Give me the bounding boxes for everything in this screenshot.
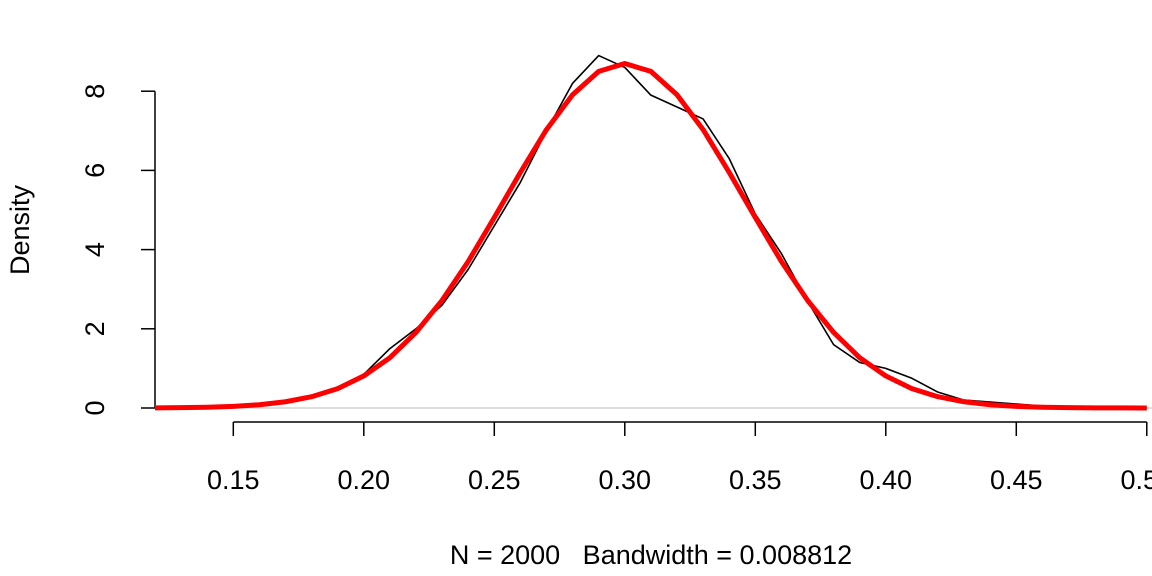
- x-tick-label: 0.20: [338, 465, 391, 495]
- y-tick-label: 0: [80, 400, 110, 415]
- y-tick-label: 4: [80, 242, 110, 257]
- x-tick-label: 0.25: [468, 465, 521, 495]
- x-tick-label: 0.30: [599, 465, 652, 495]
- x-tick-label: 0.50: [1120, 465, 1152, 495]
- y-tick-label: 8: [80, 84, 110, 99]
- x-axis-label: N = 2000 Bandwidth = 0.008812: [450, 540, 852, 570]
- y-axis-label: Density: [5, 184, 35, 275]
- x-tick-label: 0.15: [207, 465, 260, 495]
- y-tick-label: 2: [80, 321, 110, 336]
- density-line: [155, 54, 1147, 409]
- x-tick-label: 0.40: [860, 465, 913, 495]
- x-tick-label: 0.35: [729, 465, 782, 495]
- density-line: [154, 60, 1147, 411]
- y-tick-label: 6: [80, 163, 110, 178]
- x-tick-label: 0.45: [990, 465, 1043, 495]
